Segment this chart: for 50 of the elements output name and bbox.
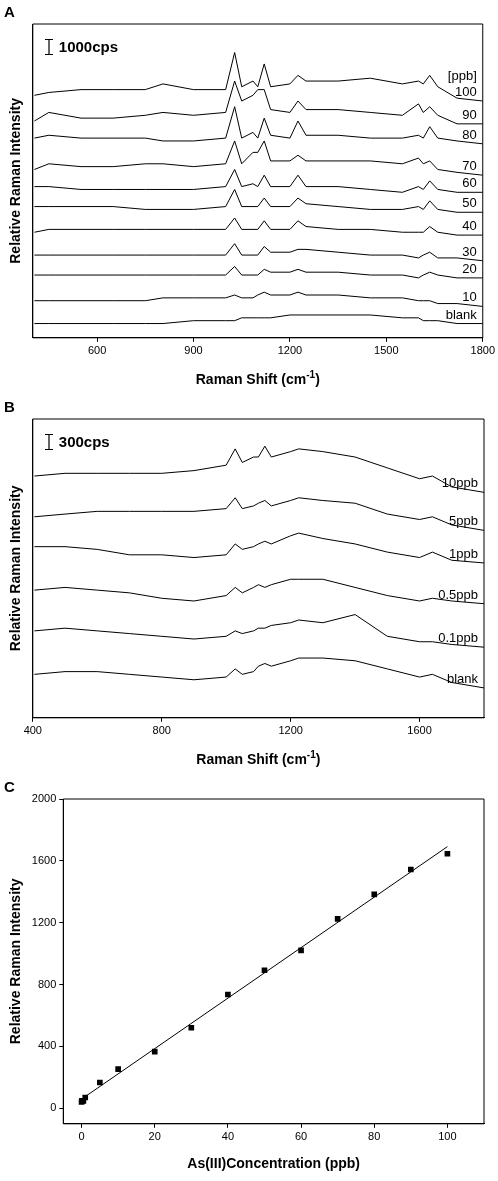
x-tick-label: 100 — [438, 1130, 457, 1143]
chart-title: A — [4, 3, 15, 21]
x-tick-label: 80 — [368, 1130, 381, 1143]
y-tick-label: 1600 — [31, 853, 57, 866]
x-tick-label: 900 — [184, 344, 203, 357]
x-tick-label: 0 — [78, 1130, 85, 1143]
series-label: 70 — [462, 158, 477, 174]
series-label: blank — [446, 670, 479, 686]
legend-title: [ppb] — [447, 68, 477, 84]
y-axis-title: Relative Raman Intensity — [7, 878, 24, 1045]
series-label: 0.5ppb — [438, 586, 478, 602]
x-tick-label: 800 — [152, 724, 171, 737]
series-label: 0.1ppb — [438, 630, 478, 646]
series-label: 1ppb — [449, 545, 478, 561]
y-tick-label: 1200 — [31, 915, 57, 928]
chart-title: C — [4, 778, 15, 796]
series-label: 80 — [462, 126, 477, 142]
series-label: 90 — [462, 106, 477, 122]
x-tick-label: 20 — [148, 1130, 161, 1143]
x-tick-label: 400 — [23, 724, 42, 737]
x-tick-label: 1800 — [470, 344, 496, 357]
y-tick-label: 800 — [37, 977, 57, 990]
x-axis-title: Raman Shift (cm$^{-1}$) — [195, 369, 320, 387]
x-tick-label: 600 — [87, 344, 107, 357]
x-tick-label: 60 — [294, 1130, 308, 1143]
x-tick-label: 1600 — [407, 724, 432, 737]
annotation: 1000cps — [58, 38, 119, 55]
y-tick-label: 2000 — [31, 792, 57, 805]
series-label: 50 — [462, 195, 477, 211]
x-axis-title: As(III)Concentration (ppb) — [187, 1155, 360, 1171]
annotation: 300cps — [58, 433, 110, 450]
series-label: 5ppb — [449, 513, 478, 529]
series-label: blank — [445, 306, 478, 322]
series-label: 100 — [455, 84, 477, 100]
series-label: 10ppb — [441, 475, 478, 491]
y-axis-title: Relative Raman Intensity — [7, 485, 24, 652]
y-tick-label: 400 — [37, 1039, 57, 1052]
series-label: 20 — [462, 260, 477, 276]
y-tick-label: 0 — [50, 1101, 57, 1114]
series-label: 30 — [462, 243, 477, 259]
y-axis-title: Relative Raman Intensity — [7, 97, 24, 264]
x-tick-label: 1200 — [277, 344, 303, 357]
series-label: 60 — [462, 175, 477, 191]
series-label: 40 — [462, 218, 477, 234]
x-tick-label: 40 — [221, 1130, 235, 1143]
series-label: 10 — [462, 289, 477, 305]
x-tick-label: 1200 — [278, 724, 303, 737]
x-tick-label: 1500 — [374, 344, 399, 357]
chart-title: B — [4, 398, 15, 416]
x-axis-title: Raman Shift (cm$^{-1}$) — [196, 749, 321, 767]
